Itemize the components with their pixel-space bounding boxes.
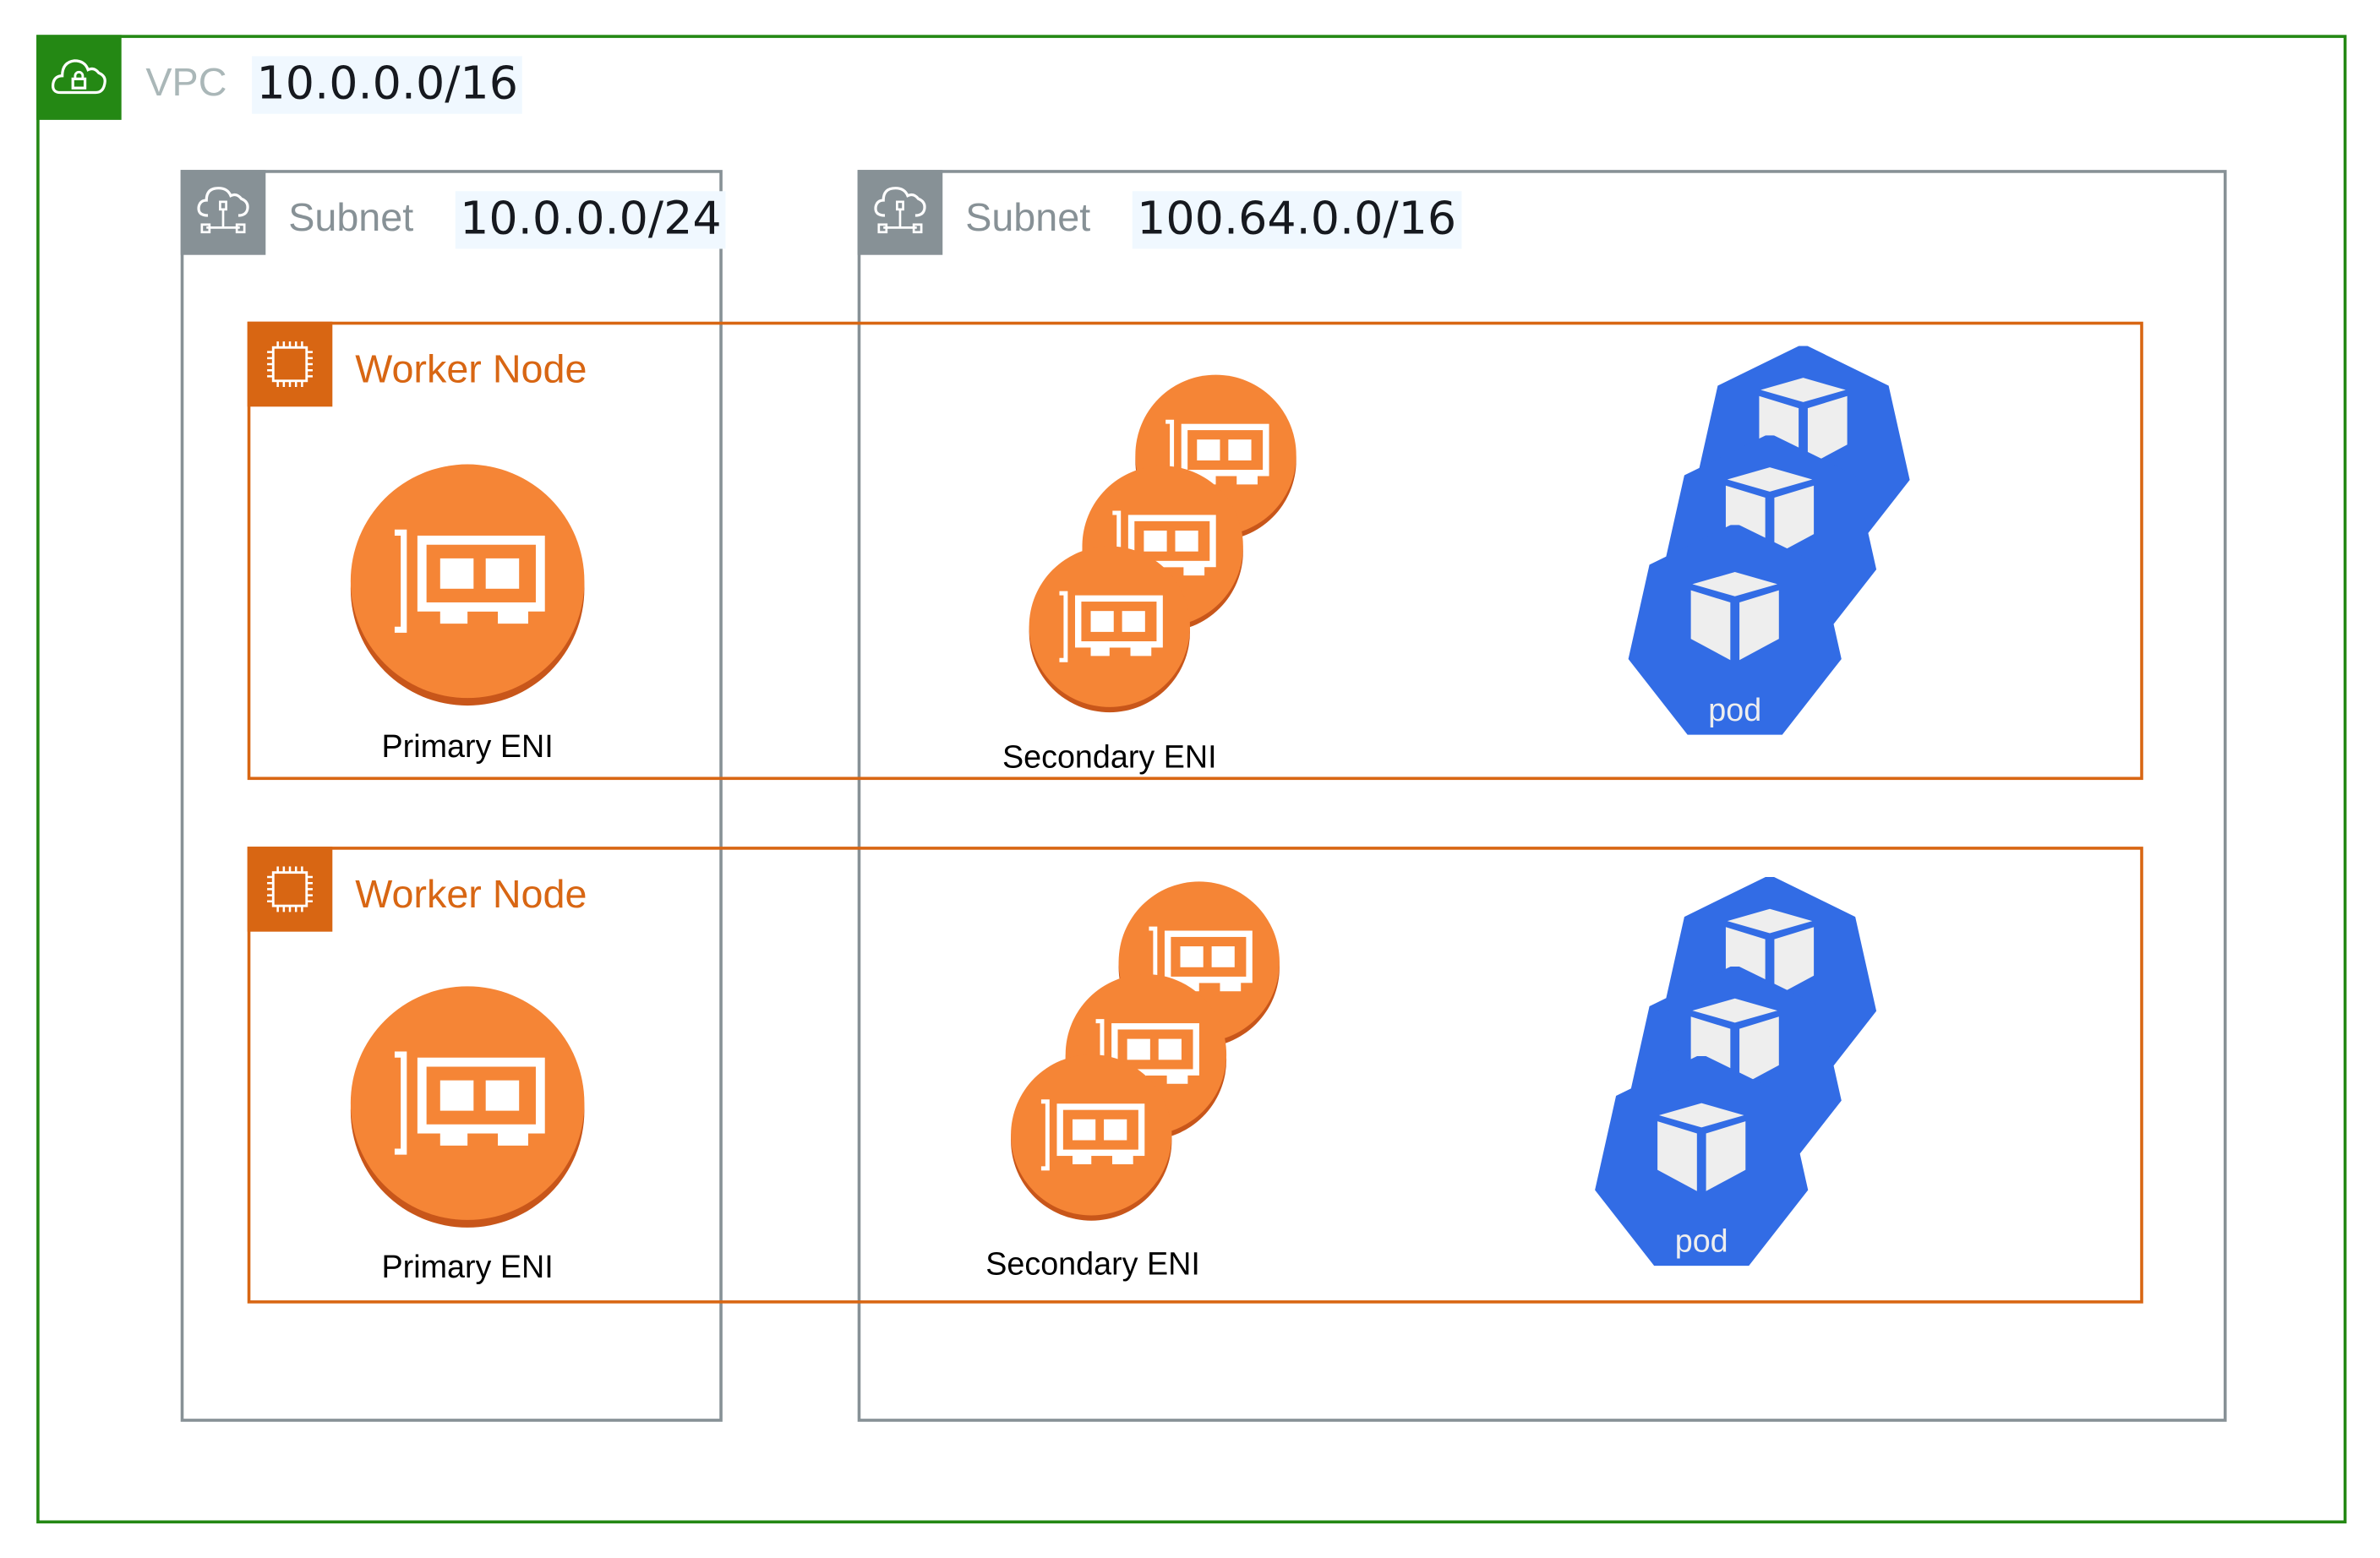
subnet-cloud-icon <box>857 170 943 255</box>
worker-node-1: Worker Node <box>247 321 2143 781</box>
primary-eni-icon <box>346 460 588 716</box>
pod-label: pod <box>1708 693 1762 729</box>
subnet-secondary: Subnet 100.64.0.0/16 <box>857 170 2227 1422</box>
worker-node-label: Worker Node <box>355 346 587 392</box>
subnet-cidr: 100.64.0.0/16 <box>1132 191 1461 249</box>
secondary-eni-icon <box>1024 542 1194 725</box>
worker-node-2: Worker Node <box>247 847 2143 1304</box>
secondary-eni-label: Secondary ENI <box>1002 740 1217 776</box>
subnet-primary: Subnet 10.0.0.0/24 <box>180 170 727 1422</box>
vpc-label: VPC <box>145 59 227 105</box>
pod-label: pod <box>1674 1224 1728 1260</box>
vpc-container: VPC 10.0.0.0/16 <box>36 35 2347 1524</box>
vpc-cidr: 10.0.0.0/16 <box>252 56 523 114</box>
vpc-lock-cloud-icon <box>36 35 122 120</box>
pod-icon <box>1625 522 1844 751</box>
primary-eni-label: Primary ENI <box>381 1250 554 1286</box>
secondary-eni-label: Secondary ENI <box>985 1247 1200 1283</box>
subnet-label: Subnet <box>288 193 414 240</box>
pod-icon <box>1592 1054 1811 1283</box>
secondary-eni-icon <box>1007 1050 1176 1234</box>
subnet-cidr: 10.0.0.0/24 <box>455 191 727 249</box>
subnet-cloud-icon <box>180 170 266 255</box>
subnet-label: Subnet <box>965 193 1091 240</box>
worker-node-label: Worker Node <box>355 870 587 917</box>
primary-eni-icon <box>346 982 588 1239</box>
ec2-chip-icon <box>247 321 333 407</box>
primary-eni-label: Primary ENI <box>381 729 554 765</box>
ec2-chip-icon <box>247 847 333 932</box>
